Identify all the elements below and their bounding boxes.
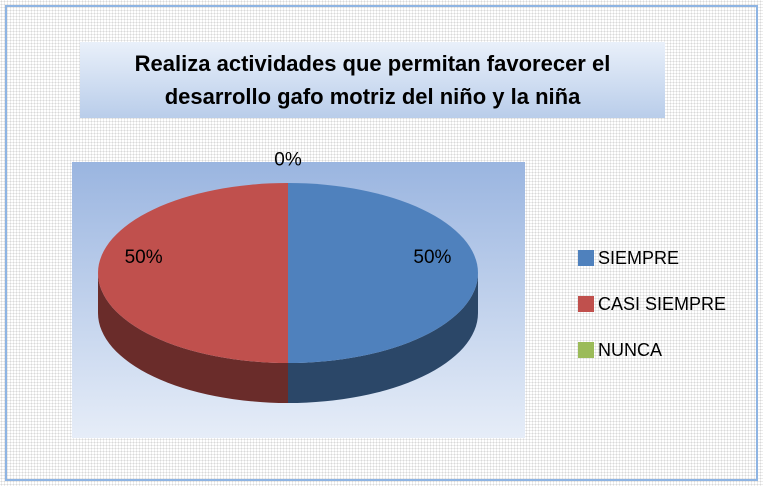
legend-swatch (578, 250, 594, 266)
legend-label: SIEMPRE (598, 248, 679, 268)
data-label: 50% (413, 247, 451, 268)
chart-title: Realiza actividades que permitan favorec… (134, 51, 611, 109)
data-label: 0% (274, 150, 302, 171)
slice (98, 183, 288, 363)
slice-side (98, 273, 288, 403)
data-label: 50% (125, 247, 163, 268)
legend-swatch (578, 342, 594, 358)
legend-label: CASI SIEMPRE (598, 294, 726, 314)
slice (288, 183, 478, 363)
slice-side (288, 273, 478, 403)
legend-label: NUNCA (598, 340, 662, 360)
title-box: Realiza actividades que permitan favorec… (80, 42, 665, 118)
chart-border (5, 5, 758, 481)
legend-swatch (578, 296, 594, 312)
